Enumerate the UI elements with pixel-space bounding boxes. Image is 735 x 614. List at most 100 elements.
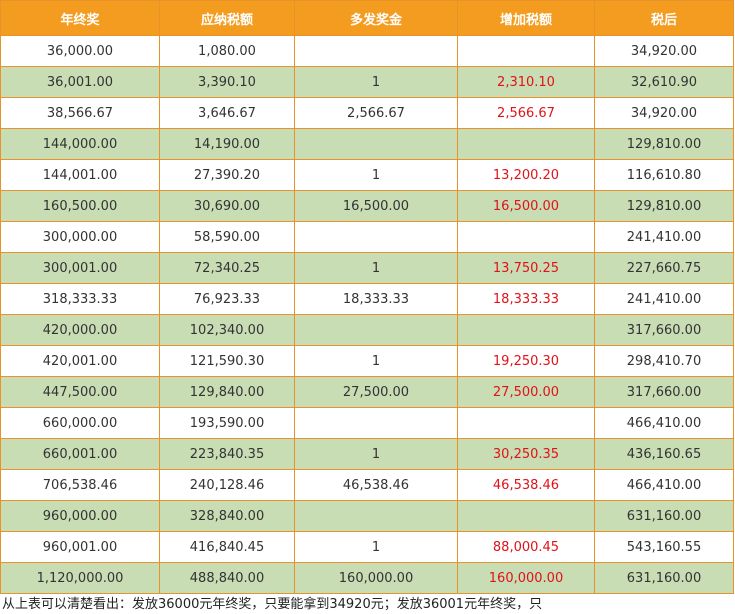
after-tax-cell: 116,610.80 xyxy=(594,159,734,191)
bonus-cell: 660,001.00 xyxy=(0,438,160,470)
table-row: 1,120,000.00 488,840.00 160,000.00 160,000.… xyxy=(0,562,734,594)
header-row: 年终奖 应纳税额 多发奖金 增加税额 税后 xyxy=(0,0,734,36)
table-row: 300,001.00 72,340.25 1 13,750.25 227,660.75 xyxy=(0,252,734,284)
after-tax-cell: 34,920.00 xyxy=(594,97,734,129)
tax-increase-cell xyxy=(457,35,595,67)
tax-payable-cell: 14,190.00 xyxy=(159,128,295,160)
tax-payable-cell: 129,840.00 xyxy=(159,376,295,408)
table-row: 318,333.33 76,923.33 18,333.33 18,333.33 241… xyxy=(0,283,734,315)
tax-payable-cell: 76,923.33 xyxy=(159,283,295,315)
tax-payable-cell: 3,646.67 xyxy=(159,97,295,129)
tax-increase-cell: 2,310.10 xyxy=(457,66,595,98)
extra-bonus-cell xyxy=(294,407,458,439)
table-row: 706,538.46 240,128.46 46,538.46 46,538.46 46… xyxy=(0,469,734,501)
after-tax-cell: 34,920.00 xyxy=(594,35,734,67)
tax-increase-cell: 2,566.67 xyxy=(457,97,595,129)
table-body: 36,000.00 1,080.00 34,920.00 36,001.00 3,390… xyxy=(0,35,734,594)
after-tax-cell: 129,810.00 xyxy=(594,128,734,160)
after-tax-cell: 298,410.70 xyxy=(594,345,734,377)
tax-increase-cell: 16,500.00 xyxy=(457,190,595,222)
tax-increase-cell: 27,500.00 xyxy=(457,376,595,408)
tax-increase-cell: 30,250.35 xyxy=(457,438,595,470)
tax-payable-cell: 30,690.00 xyxy=(159,190,295,222)
tax-payable-cell: 488,840.00 xyxy=(159,562,295,594)
after-tax-cell: 466,410.00 xyxy=(594,407,734,439)
bonus-cell: 420,000.00 xyxy=(0,314,160,346)
header-cell-tax-payable: 应纳税额 xyxy=(159,0,295,36)
after-tax-cell: 32,610.90 xyxy=(594,66,734,98)
tax-payable-cell: 328,840.00 xyxy=(159,500,295,532)
tax-increase-cell: 160,000.00 xyxy=(457,562,595,594)
extra-bonus-cell: 1 xyxy=(294,345,458,377)
tax-payable-cell: 416,840.45 xyxy=(159,531,295,563)
tax-increase-cell xyxy=(457,221,595,253)
table-row: 660,000.00 193,590.00 466,410.00 xyxy=(0,407,734,439)
table-header: 年终奖 应纳税额 多发奖金 增加税额 税后 xyxy=(0,0,734,36)
extra-bonus-cell: 1 xyxy=(294,159,458,191)
after-tax-cell: 241,410.00 xyxy=(594,221,734,253)
tax-increase-cell: 46,538.46 xyxy=(457,469,595,501)
after-tax-cell: 317,660.00 xyxy=(594,314,734,346)
tax-payable-cell: 240,128.46 xyxy=(159,469,295,501)
tax-increase-cell xyxy=(457,314,595,346)
tax-increase-cell: 13,200.20 xyxy=(457,159,595,191)
bonus-cell: 960,001.00 xyxy=(0,531,160,563)
tax-payable-cell: 27,390.20 xyxy=(159,159,295,191)
extra-bonus-cell: 46,538.46 xyxy=(294,469,458,501)
tax-increase-cell: 19,250.30 xyxy=(457,345,595,377)
table-row: 38,566.67 3,646.67 2,566.67 2,566.67 34,920.… xyxy=(0,97,734,129)
tax-payable-cell: 3,390.10 xyxy=(159,66,295,98)
after-tax-cell: 317,660.00 xyxy=(594,376,734,408)
header-cell-extra-bonus: 多发奖金 xyxy=(294,0,458,36)
tax-payable-cell: 121,590.30 xyxy=(159,345,295,377)
table-row: 36,001.00 3,390.10 1 2,310.10 32,610.90 xyxy=(0,66,734,98)
after-tax-cell: 129,810.00 xyxy=(594,190,734,222)
extra-bonus-cell: 160,000.00 xyxy=(294,562,458,594)
tax-increase-cell xyxy=(457,407,595,439)
after-tax-cell: 241,410.00 xyxy=(594,283,734,315)
bonus-cell: 36,000.00 xyxy=(0,35,160,67)
bonus-cell: 420,001.00 xyxy=(0,345,160,377)
bonus-cell: 660,000.00 xyxy=(0,407,160,439)
table-row: 160,500.00 30,690.00 16,500.00 16,500.00 129… xyxy=(0,190,734,222)
extra-bonus-cell xyxy=(294,314,458,346)
after-tax-cell: 631,160.00 xyxy=(594,562,734,594)
extra-bonus-cell: 1 xyxy=(294,252,458,284)
tax-payable-cell: 58,590.00 xyxy=(159,221,295,253)
bonus-cell: 447,500.00 xyxy=(0,376,160,408)
extra-bonus-cell xyxy=(294,128,458,160)
tax-payable-cell: 72,340.25 xyxy=(159,252,295,284)
bonus-cell: 144,001.00 xyxy=(0,159,160,191)
header-cell-bonus: 年终奖 xyxy=(0,0,160,36)
extra-bonus-cell xyxy=(294,500,458,532)
bonus-cell: 300,000.00 xyxy=(0,221,160,253)
extra-bonus-cell xyxy=(294,35,458,67)
bonus-cell: 160,500.00 xyxy=(0,190,160,222)
tax-payable-cell: 1,080.00 xyxy=(159,35,295,67)
after-tax-cell: 227,660.75 xyxy=(594,252,734,284)
extra-bonus-cell: 1 xyxy=(294,438,458,470)
after-tax-cell: 436,160.65 xyxy=(594,438,734,470)
extra-bonus-cell: 27,500.00 xyxy=(294,376,458,408)
table-row: 960,000.00 328,840.00 631,160.00 xyxy=(0,500,734,532)
extra-bonus-cell xyxy=(294,221,458,253)
bonus-cell: 300,001.00 xyxy=(0,252,160,284)
tax-payable-cell: 223,840.35 xyxy=(159,438,295,470)
table-row: 144,000.00 14,190.00 129,810.00 xyxy=(0,128,734,160)
header-cell-after-tax: 税后 xyxy=(594,0,734,36)
tax-comparison-table: 年终奖 应纳税额 多发奖金 增加税额 税后 36,000.00 1,080.00 3… xyxy=(0,0,734,594)
tax-increase-cell xyxy=(457,128,595,160)
bonus-cell: 960,000.00 xyxy=(0,500,160,532)
table-row: 420,001.00 121,590.30 1 19,250.30 298,410.70 xyxy=(0,345,734,377)
header-cell-tax-increase: 增加税额 xyxy=(457,0,595,36)
extra-bonus-cell: 16,500.00 xyxy=(294,190,458,222)
extra-bonus-cell: 18,333.33 xyxy=(294,283,458,315)
extra-bonus-cell: 1 xyxy=(294,531,458,563)
extra-bonus-cell: 1 xyxy=(294,66,458,98)
tax-increase-cell: 88,000.45 xyxy=(457,531,595,563)
tax-increase-cell: 18,333.33 xyxy=(457,283,595,315)
bonus-cell: 36,001.00 xyxy=(0,66,160,98)
table-row: 960,001.00 416,840.45 1 88,000.45 543,160.55 xyxy=(0,531,734,563)
table-row: 36,000.00 1,080.00 34,920.00 xyxy=(0,35,734,67)
extra-bonus-cell: 2,566.67 xyxy=(294,97,458,129)
